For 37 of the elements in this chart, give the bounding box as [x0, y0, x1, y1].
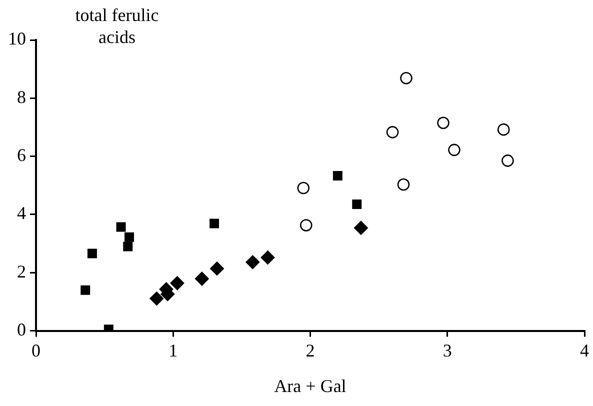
point	[400, 72, 412, 84]
point	[150, 292, 164, 306]
point	[397, 178, 410, 191]
y-tick-label: 2	[17, 261, 26, 282]
y-tick-label: 0	[17, 320, 26, 340]
point	[210, 262, 224, 276]
x-tick-label: 2	[306, 340, 315, 360]
point	[80, 285, 90, 295]
point	[210, 218, 220, 228]
point	[87, 248, 97, 258]
x-tick-label: 0	[32, 340, 40, 360]
x-tick-label: 1	[168, 340, 178, 360]
point	[123, 242, 133, 252]
point	[502, 154, 514, 167]
point	[124, 232, 134, 242]
point	[300, 219, 312, 232]
point	[386, 126, 399, 138]
x-axis-title: Ara + Gal	[274, 376, 346, 396]
y-tick-label: 8	[17, 86, 26, 107]
y-axis-title: total ferulic acids	[74, 4, 160, 48]
x-tick-label: 4	[580, 340, 589, 360]
point	[332, 171, 342, 181]
x-tick-label: 3	[442, 340, 452, 360]
point	[246, 255, 260, 270]
y-tick-label: 10	[8, 28, 26, 49]
point	[194, 272, 209, 286]
point	[260, 250, 275, 265]
y-tick-label: 4	[17, 203, 26, 224]
point	[497, 123, 510, 136]
y-tick-label: 6	[17, 145, 26, 166]
point	[352, 200, 362, 210]
point	[354, 220, 368, 235]
point	[170, 276, 184, 290]
point	[437, 116, 450, 130]
point	[297, 182, 310, 194]
point	[448, 144, 460, 156]
point	[116, 222, 126, 232]
